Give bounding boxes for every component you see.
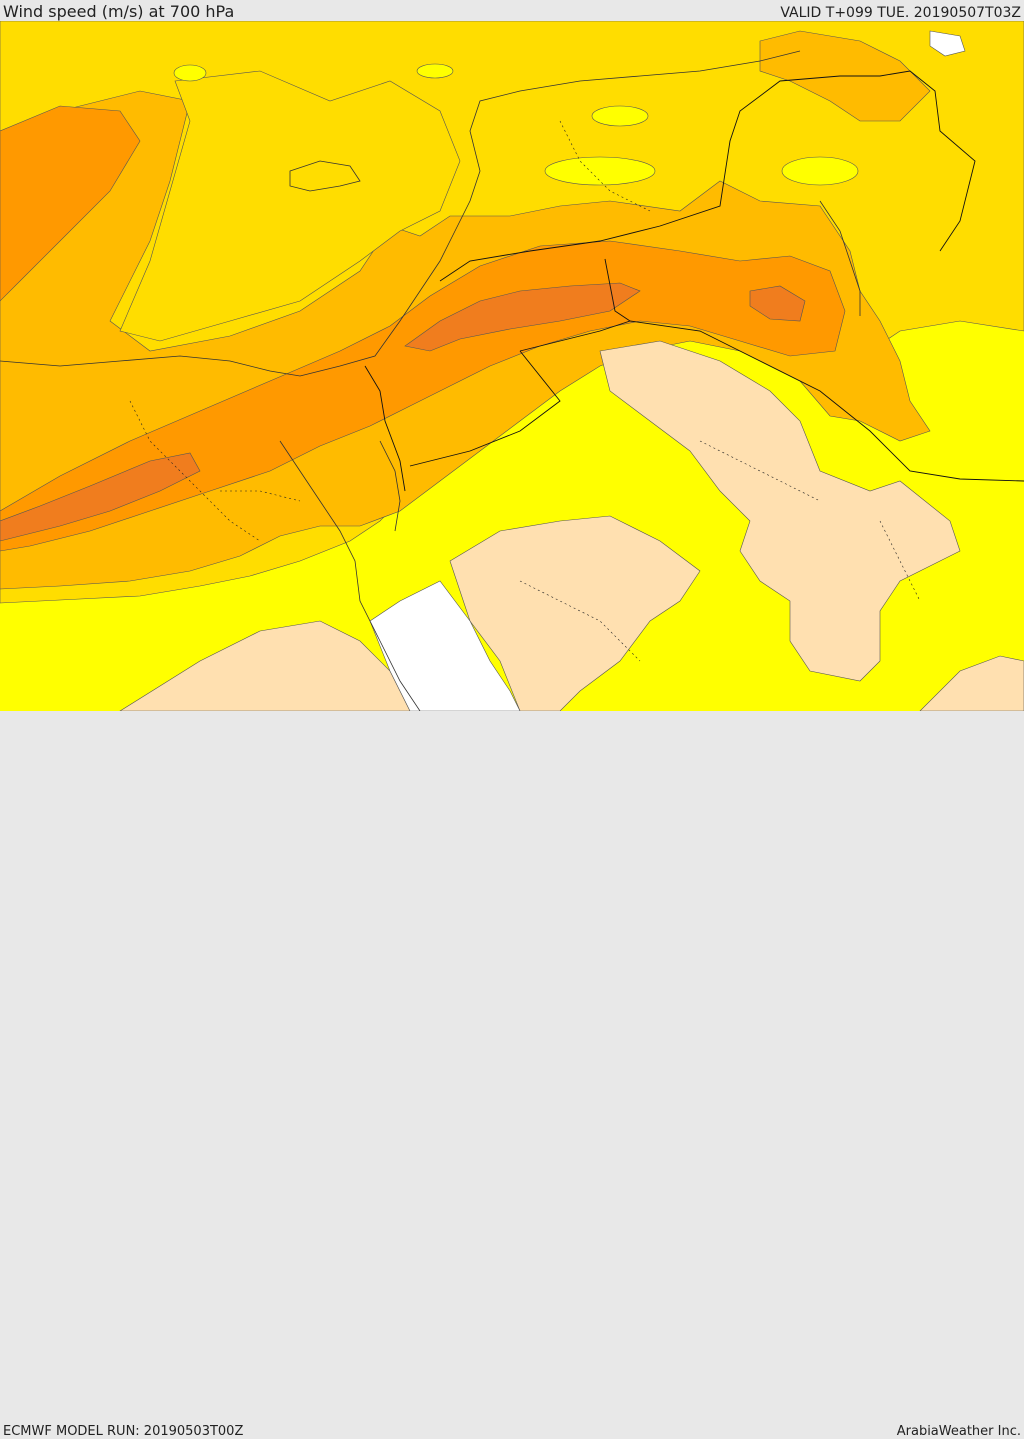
band-dark-orange [0,452,201,542]
band-orange-jet [0,240,846,552]
band-yellow-island-2 [544,156,656,186]
band-white [369,580,521,711]
band-light-s [449,515,701,711]
model-run: ECMWF MODEL RUN: 20190503T00Z [3,1424,244,1439]
band-gold-island [119,70,461,342]
map-title: Wind speed (m/s) at 700 hPa [3,2,235,21]
country-borders [364,70,1024,492]
credit: ArabiaWeather Inc. [896,1424,1021,1439]
band-yellow-island-1 [416,63,454,79]
province-borders [129,120,921,662]
valid-time: VALID T+099 TUE. 20190507T03Z [780,5,1021,21]
band-white-ne [929,30,966,57]
band-yellow-island-5 [173,64,207,82]
band-light-far-se [919,655,1024,711]
header-bar: Wind speed (m/s) at 700 hPa VALID T+099 … [0,0,1024,21]
band-yellow-island-4 [781,156,859,186]
band-yellow-island-3 [591,105,649,127]
band-orange [0,105,141,302]
band-dark-orange-3 [749,285,806,322]
coastlines [0,50,861,711]
band-dark-orange-2 [404,282,641,352]
band-light-se [599,340,961,682]
footer-bar: ECMWF MODEL RUN: 20190503T00Z ArabiaWeat… [0,711,1024,1439]
wind-speed-map [0,21,1024,711]
